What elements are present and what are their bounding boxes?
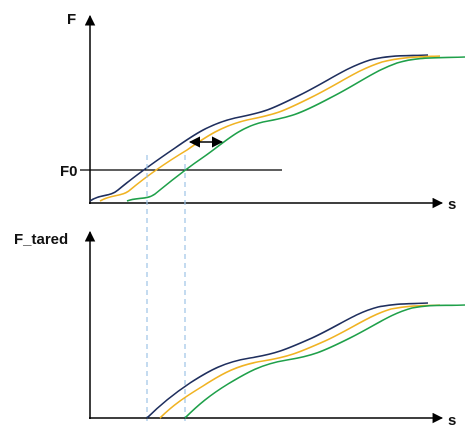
y-label: F_tared <box>14 231 68 248</box>
x-label: s <box>448 412 456 429</box>
curve <box>146 302 429 419</box>
x-label: s <box>448 196 456 213</box>
curve <box>159 304 441 419</box>
curve <box>89 54 429 202</box>
curve <box>126 56 466 202</box>
threshold-label: F0 <box>60 163 78 180</box>
curve <box>184 304 466 419</box>
y-label: F <box>67 11 76 28</box>
curve <box>99 55 441 202</box>
